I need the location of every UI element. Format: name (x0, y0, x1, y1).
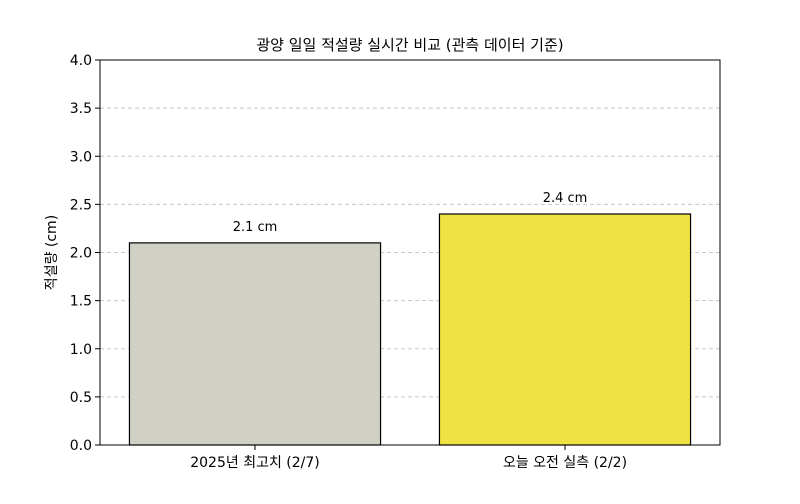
y-axis: 0.0 0.5 1.0 1.5 2.0 2.5 3.0 3.5 4.0 (70, 53, 100, 454)
bar-value-label: 2.1 cm (233, 220, 278, 235)
y-tick-label: 3.0 (70, 149, 92, 165)
x-tick-label: 2025년 최고치 (2/7) (190, 455, 320, 471)
y-tick-label: 1.0 (70, 342, 92, 358)
y-tick-label: 0.0 (70, 438, 92, 454)
bar-layer: 2.1 cm 2.4 cm (128, 191, 692, 446)
y-tick-label: 4.0 (70, 53, 92, 69)
x-tick-label: 오늘 오전 실측 (2/2) (503, 455, 627, 471)
y-tick-label: 2.0 (70, 246, 92, 262)
bar (438, 213, 692, 446)
x-axis: 2025년 최고치 (2/7) 오늘 오전 실측 (2/2) (190, 445, 627, 471)
y-tick-label: 0.5 (70, 390, 92, 406)
y-tick-label: 1.5 (70, 294, 92, 310)
bar (128, 242, 382, 446)
bar-value-label: 2.4 cm (543, 191, 588, 206)
y-tick-label: 2.5 (70, 197, 92, 213)
y-axis-label: 적설량 (cm) (44, 215, 60, 290)
chart-title: 광양 일일 적설량 실시간 비교 (관측 데이터 기준) (256, 36, 563, 54)
y-tick-label: 3.5 (70, 101, 92, 117)
